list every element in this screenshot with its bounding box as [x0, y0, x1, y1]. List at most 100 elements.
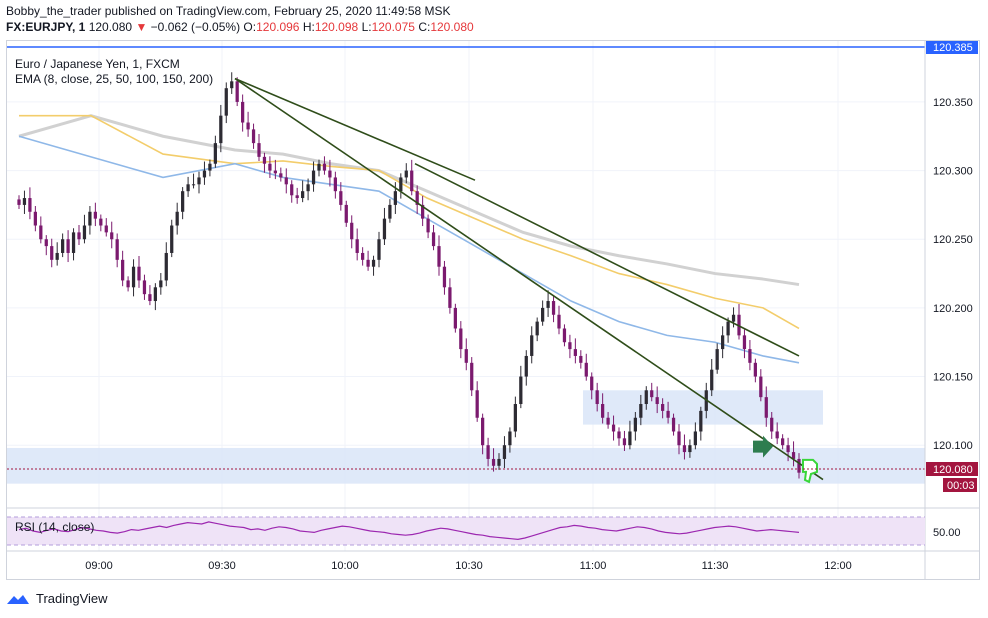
candle-body [110, 232, 114, 240]
candle-body [66, 239, 70, 253]
candle-body [33, 211, 37, 226]
candle-body [88, 211, 92, 226]
candle-body [55, 252, 59, 260]
candle-body [611, 424, 616, 432]
candle-body [50, 246, 54, 260]
trendline-2 [414, 163, 800, 357]
candle-body [459, 328, 463, 350]
support-zone-0 [583, 390, 823, 425]
candle-body [361, 252, 365, 260]
candle-body [344, 204, 348, 223]
candle-body [753, 362, 757, 377]
ema-gray-line [18, 114, 800, 287]
candle-body [61, 239, 65, 253]
candle-body [606, 417, 610, 425]
candle-body [170, 225, 174, 253]
ohlc-line: FX:EURJPY, 1 120.080 ▼ −0.062 (−0.05%) O… [6, 19, 474, 35]
current-price-badge-text: 120.080 [933, 464, 973, 476]
candle-body [350, 222, 354, 240]
price-tick-4: 120.300 [933, 166, 973, 178]
candle-body [721, 335, 725, 350]
candle-body [333, 177, 337, 192]
candle-body [71, 232, 76, 253]
candle-body [241, 101, 245, 123]
tradingview-logo-icon [7, 594, 29, 604]
candle-body [213, 143, 217, 164]
candle-body [262, 156, 267, 164]
candle-body [551, 301, 556, 315]
rsi-title: RSI (14, close) [15, 520, 94, 534]
candle-body [491, 458, 496, 466]
candle-body [17, 199, 21, 205]
candle-body [584, 362, 588, 377]
candle-body [399, 177, 403, 192]
candle-body [224, 88, 228, 116]
chart-frame[interactable]: Euro / Japanese Yen, 1, FXCM EMA (8, clo… [6, 40, 980, 580]
candle-body [748, 349, 752, 363]
candle-body [541, 307, 545, 322]
candle-body [775, 431, 779, 439]
price-tick-1: 120.150 [933, 372, 973, 384]
countdown-badge [943, 478, 977, 492]
trendline-1 [234, 77, 824, 481]
candle-body [797, 458, 801, 473]
top-price-badge-text: 120.385 [933, 42, 973, 54]
arrow-right-icon [753, 435, 773, 458]
candle-body [126, 280, 130, 288]
candle-body [781, 438, 785, 446]
candle-body [175, 211, 179, 226]
candle-body [181, 191, 185, 212]
candle-body [448, 287, 452, 308]
candle-body [617, 431, 621, 439]
candle-body [410, 170, 414, 192]
candle-body [235, 81, 239, 102]
close-label: C: [418, 20, 431, 34]
symbol-label[interactable]: FX:EURJPY, 1 [6, 20, 86, 34]
candle-body [535, 321, 539, 336]
candle-body [186, 184, 190, 192]
candle-body [513, 404, 517, 432]
candle-body [786, 445, 790, 453]
candle-body [666, 410, 670, 418]
candle-body [639, 404, 643, 418]
candle-body [742, 335, 747, 350]
candle-body [268, 163, 272, 171]
candle-body [208, 163, 212, 171]
price-chart[interactable]: Euro / Japanese Yen, 1, FXCM EMA (8, clo… [7, 41, 979, 579]
ema-yellow-line [19, 114, 800, 330]
ema-blue-line [18, 135, 800, 364]
candle-body [142, 280, 147, 295]
candle-body [568, 342, 572, 350]
time-tick-6: 12:00 [824, 560, 852, 572]
open-label: O: [243, 20, 257, 34]
candle-body [77, 232, 81, 240]
candle-body [524, 355, 528, 377]
candle-body [770, 417, 774, 432]
candle-body [393, 191, 397, 205]
candle-body [339, 191, 343, 205]
candle-body [519, 376, 523, 405]
candle-body [628, 431, 632, 446]
footer-brand[interactable]: TradingView [6, 591, 108, 606]
candle-body [257, 143, 261, 157]
candle-body [759, 376, 763, 398]
price-tick-5: 120.350 [933, 97, 973, 109]
candle-body [306, 184, 310, 192]
candle-body [671, 417, 676, 432]
candle-body [366, 259, 370, 267]
legend-title: Euro / Japanese Yen, 1, FXCM [15, 57, 180, 71]
candle-body [131, 266, 136, 288]
candle-body [562, 328, 567, 343]
candle-body [731, 314, 736, 322]
candle-body [219, 115, 223, 144]
candle-body [279, 173, 283, 178]
candle-body [104, 225, 108, 233]
candle-body [688, 445, 692, 453]
candle-body [421, 204, 425, 219]
close-value: 120.080 [430, 20, 474, 34]
candle-body [677, 431, 681, 446]
candle-body [388, 204, 392, 219]
time-tick-3: 10:30 [455, 560, 483, 572]
candle-body [284, 177, 288, 185]
candle-body [633, 417, 637, 432]
